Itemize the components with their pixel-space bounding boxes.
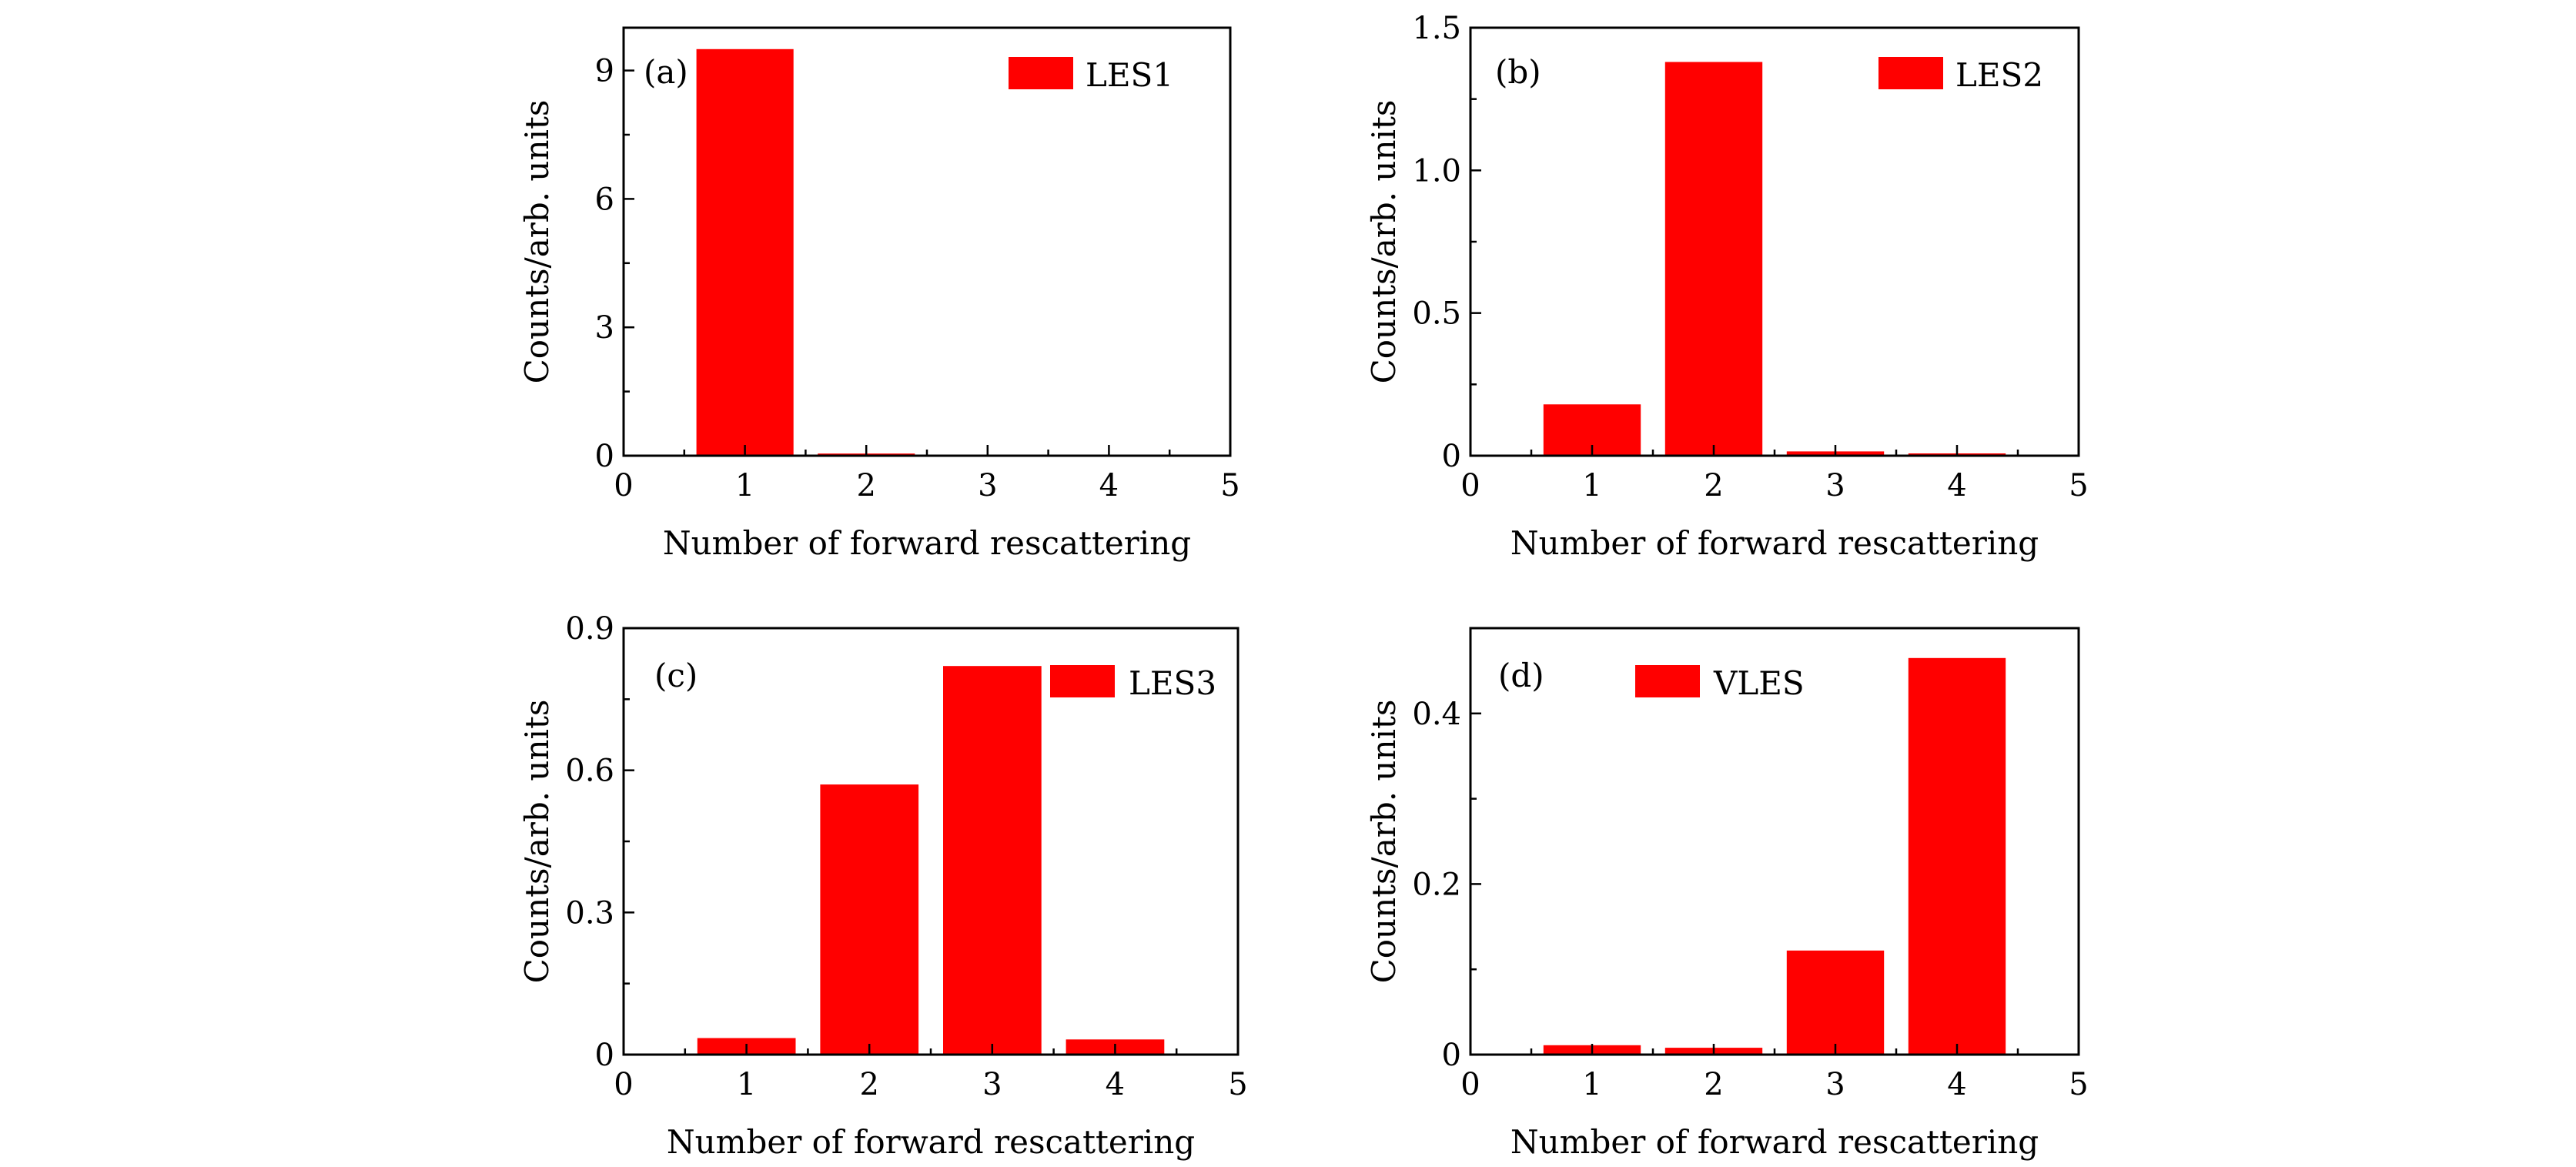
x-tick-label: 5 — [1220, 468, 1239, 503]
x-tick-label: 0 — [1460, 1067, 1480, 1102]
y-tick-label: 0.9 — [565, 611, 614, 647]
panel-label: (c) — [654, 657, 698, 694]
x-axis-title: Number of forward rescattering — [667, 1123, 1195, 1161]
x-tick-label: 5 — [1228, 1067, 1247, 1102]
bar-2 — [1664, 62, 1763, 456]
ticks-group: 0 1 2 3 4 5 0 3 6 9 — [595, 54, 1240, 503]
x-tick-label: 4 — [1099, 468, 1119, 503]
y-tick-label: 0.4 — [1412, 697, 1461, 732]
y-tick-label: 0.3 — [565, 895, 614, 931]
bars-group — [697, 666, 1165, 1055]
y-axis-title: Counts/arb. units — [1365, 700, 1403, 984]
y-tick-label: 0 — [1442, 439, 1461, 474]
x-tick-label: 4 — [1106, 1067, 1125, 1102]
panel-b: 0 1 2 3 4 5 0 0.5 1.0 1.5 (b) LES2 Number of forw… — [1365, 11, 2089, 562]
y-tick-label: 0 — [595, 1038, 614, 1073]
y-tick-label: 0.6 — [565, 754, 614, 789]
x-axis-title: Number of forward rescattering — [1510, 1123, 2039, 1161]
legend-label: LES3 — [1129, 664, 1216, 702]
x-tick-label: 4 — [1947, 468, 1966, 503]
x-tick-label: 5 — [2069, 468, 2088, 503]
x-tick-label: 3 — [978, 468, 997, 503]
legend-label: LES2 — [1955, 56, 2043, 94]
panel-d: 0 1 2 3 4 5 0 0.2 0.4 (d) VLES Number of forward… — [1365, 627, 2089, 1161]
bars-group — [1543, 657, 2006, 1055]
panel-a: 0 1 2 3 4 5 0 3 6 9 (a) LES1 Number of forward re… — [518, 26, 1240, 562]
bar-1 — [696, 48, 794, 456]
x-tick-label: 2 — [856, 468, 875, 503]
ticks-group: 0 1 2 3 4 5 0 0.3 0.6 0.9 — [565, 611, 1247, 1102]
x-tick-label: 2 — [1704, 1067, 1723, 1102]
y-tick-label: 9 — [595, 54, 614, 89]
x-axis-title: Number of forward rescattering — [1510, 524, 2039, 562]
ticks-group: 0 1 2 3 4 5 0 0.5 1.0 1.5 — [1412, 11, 2088, 503]
legend-swatch — [1009, 57, 1073, 89]
x-tick-label: 3 — [982, 1067, 1002, 1102]
bars-group — [1543, 62, 2006, 456]
legend-swatch — [1050, 665, 1115, 697]
ticks-group: 0 1 2 3 4 5 0 0.2 0.4 — [1412, 627, 2089, 1102]
y-tick-label: 0.2 — [1412, 867, 1461, 902]
x-tick-label: 1 — [737, 1067, 756, 1102]
y-tick-label: 1.5 — [1412, 11, 1461, 46]
y-tick-label: 3 — [595, 310, 614, 346]
y-tick-label: 6 — [595, 182, 614, 217]
y-axis-title: Counts/arb. units — [518, 700, 556, 984]
x-tick-label: 0 — [614, 468, 633, 503]
y-tick-label: 1.0 — [1412, 153, 1461, 189]
legend-swatch — [1878, 57, 1943, 89]
x-tick-label: 4 — [1947, 1067, 1966, 1102]
x-tick-label: 1 — [1582, 1067, 1601, 1102]
y-tick-label: 0.5 — [1412, 296, 1461, 332]
x-tick-label: 3 — [1825, 468, 1845, 503]
panel-label: (b) — [1495, 53, 1541, 91]
bars-group — [696, 48, 1036, 456]
bar-3 — [943, 666, 1042, 1055]
x-tick-label: 0 — [614, 1067, 633, 1102]
y-tick-label: 0 — [1442, 1038, 1461, 1073]
x-tick-label: 2 — [859, 1067, 878, 1102]
legend-label: VLES — [1713, 664, 1805, 702]
y-tick-label: 0 — [595, 439, 614, 474]
x-tick-label: 1 — [1582, 468, 1601, 503]
bar-4 — [1908, 657, 2006, 1055]
x-tick-label: 1 — [735, 468, 754, 503]
x-axis-title: Number of forward rescattering — [663, 524, 1191, 562]
legend-swatch — [1635, 665, 1700, 697]
panel-label: (d) — [1498, 657, 1544, 694]
y-axis-title: Counts/arb. units — [1365, 100, 1403, 384]
legend-label: LES1 — [1086, 56, 1173, 94]
bar-3 — [1786, 950, 1885, 1055]
x-tick-label: 2 — [1704, 468, 1723, 503]
y-axis-title: Counts/arb. units — [518, 100, 556, 384]
bar-2 — [820, 784, 919, 1055]
x-tick-label: 0 — [1460, 468, 1480, 503]
panel-label: (a) — [644, 53, 688, 91]
panel-c: 0 1 2 3 4 5 0 0.3 0.6 0.9 (c) LES3 Number of forw… — [518, 611, 1248, 1161]
x-tick-label: 5 — [2069, 1067, 2088, 1102]
x-tick-label: 3 — [1825, 1067, 1845, 1102]
